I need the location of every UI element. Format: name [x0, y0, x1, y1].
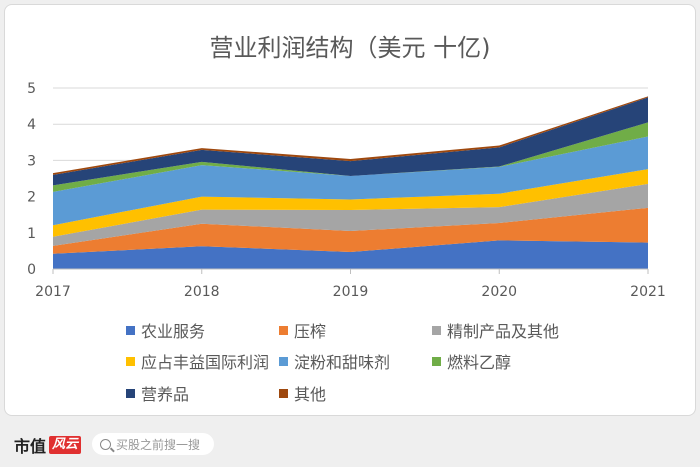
area-series-0: [53, 240, 648, 269]
legend-label: 应占丰益国际利润: [141, 353, 270, 372]
legend-item: 农业服务: [126, 318, 205, 342]
legend-label: 淀粉和甜味剂: [294, 353, 391, 372]
area-series-3: [53, 169, 648, 237]
stacked-area-chart: 0 1 2 3 4 5 2017 2018 2019 2020 2021: [27, 81, 666, 300]
legend-label: 营养品: [141, 385, 190, 404]
area-series-6: [53, 97, 648, 186]
legend-label: 燃料乙醇: [447, 353, 512, 372]
area-series-7: [53, 96, 648, 175]
y-tick-label: 4: [27, 117, 36, 133]
legend-label: 其他: [294, 385, 327, 404]
legend-swatch: [432, 356, 441, 366]
search-box[interactable]: 买股之前搜一搜: [92, 433, 214, 455]
legend-swatch: [432, 325, 441, 335]
x-tick-label: 2017: [35, 284, 71, 300]
area-series-2: [53, 183, 648, 246]
x-tick-label: 2021: [630, 284, 666, 300]
chart-title: 营业利润结构（美元 十亿): [209, 34, 491, 62]
legend-swatch: [126, 388, 135, 398]
area-series-4: [53, 136, 648, 226]
x-tick-label: 2020: [481, 284, 517, 300]
legend-item: 应占丰益国际利润: [126, 349, 269, 373]
search-icon: [100, 438, 111, 450]
legend-label: 农业服务: [141, 322, 206, 341]
x-tick-label: 2018: [184, 284, 220, 300]
brand-text: 市值: [14, 437, 47, 456]
legend-item: 燃料乙醇: [432, 349, 511, 373]
y-tick-label: 0: [27, 262, 36, 278]
legend-swatch: [279, 356, 288, 366]
legend-swatch: [126, 325, 135, 335]
legend-item: 营养品: [126, 381, 189, 405]
search-placeholder: 买股之前搜一搜: [116, 437, 201, 452]
legend-item: 压榨: [279, 318, 326, 342]
brand-logo[interactable]: 市值 风云: [14, 433, 82, 457]
legend-swatch: [279, 325, 288, 335]
legend-swatch: [279, 388, 288, 398]
y-tick-label: 3: [27, 153, 36, 169]
area-series-1: [53, 207, 648, 254]
legend-item: 淀粉和甜味剂: [279, 349, 390, 373]
x-tick-label: 2019: [333, 284, 369, 300]
y-tick-label: 2: [27, 190, 36, 206]
legend-swatch: [126, 356, 135, 366]
legend-label: 压榨: [294, 322, 327, 341]
brand-badge: 风云: [49, 436, 82, 454]
legend-item: 其他: [279, 381, 326, 405]
y-tick-label: 5: [27, 81, 36, 97]
legend-label: 精制产品及其他: [447, 322, 560, 341]
y-tick-label: 1: [27, 226, 36, 242]
legend-item: 精制产品及其他: [432, 318, 559, 342]
